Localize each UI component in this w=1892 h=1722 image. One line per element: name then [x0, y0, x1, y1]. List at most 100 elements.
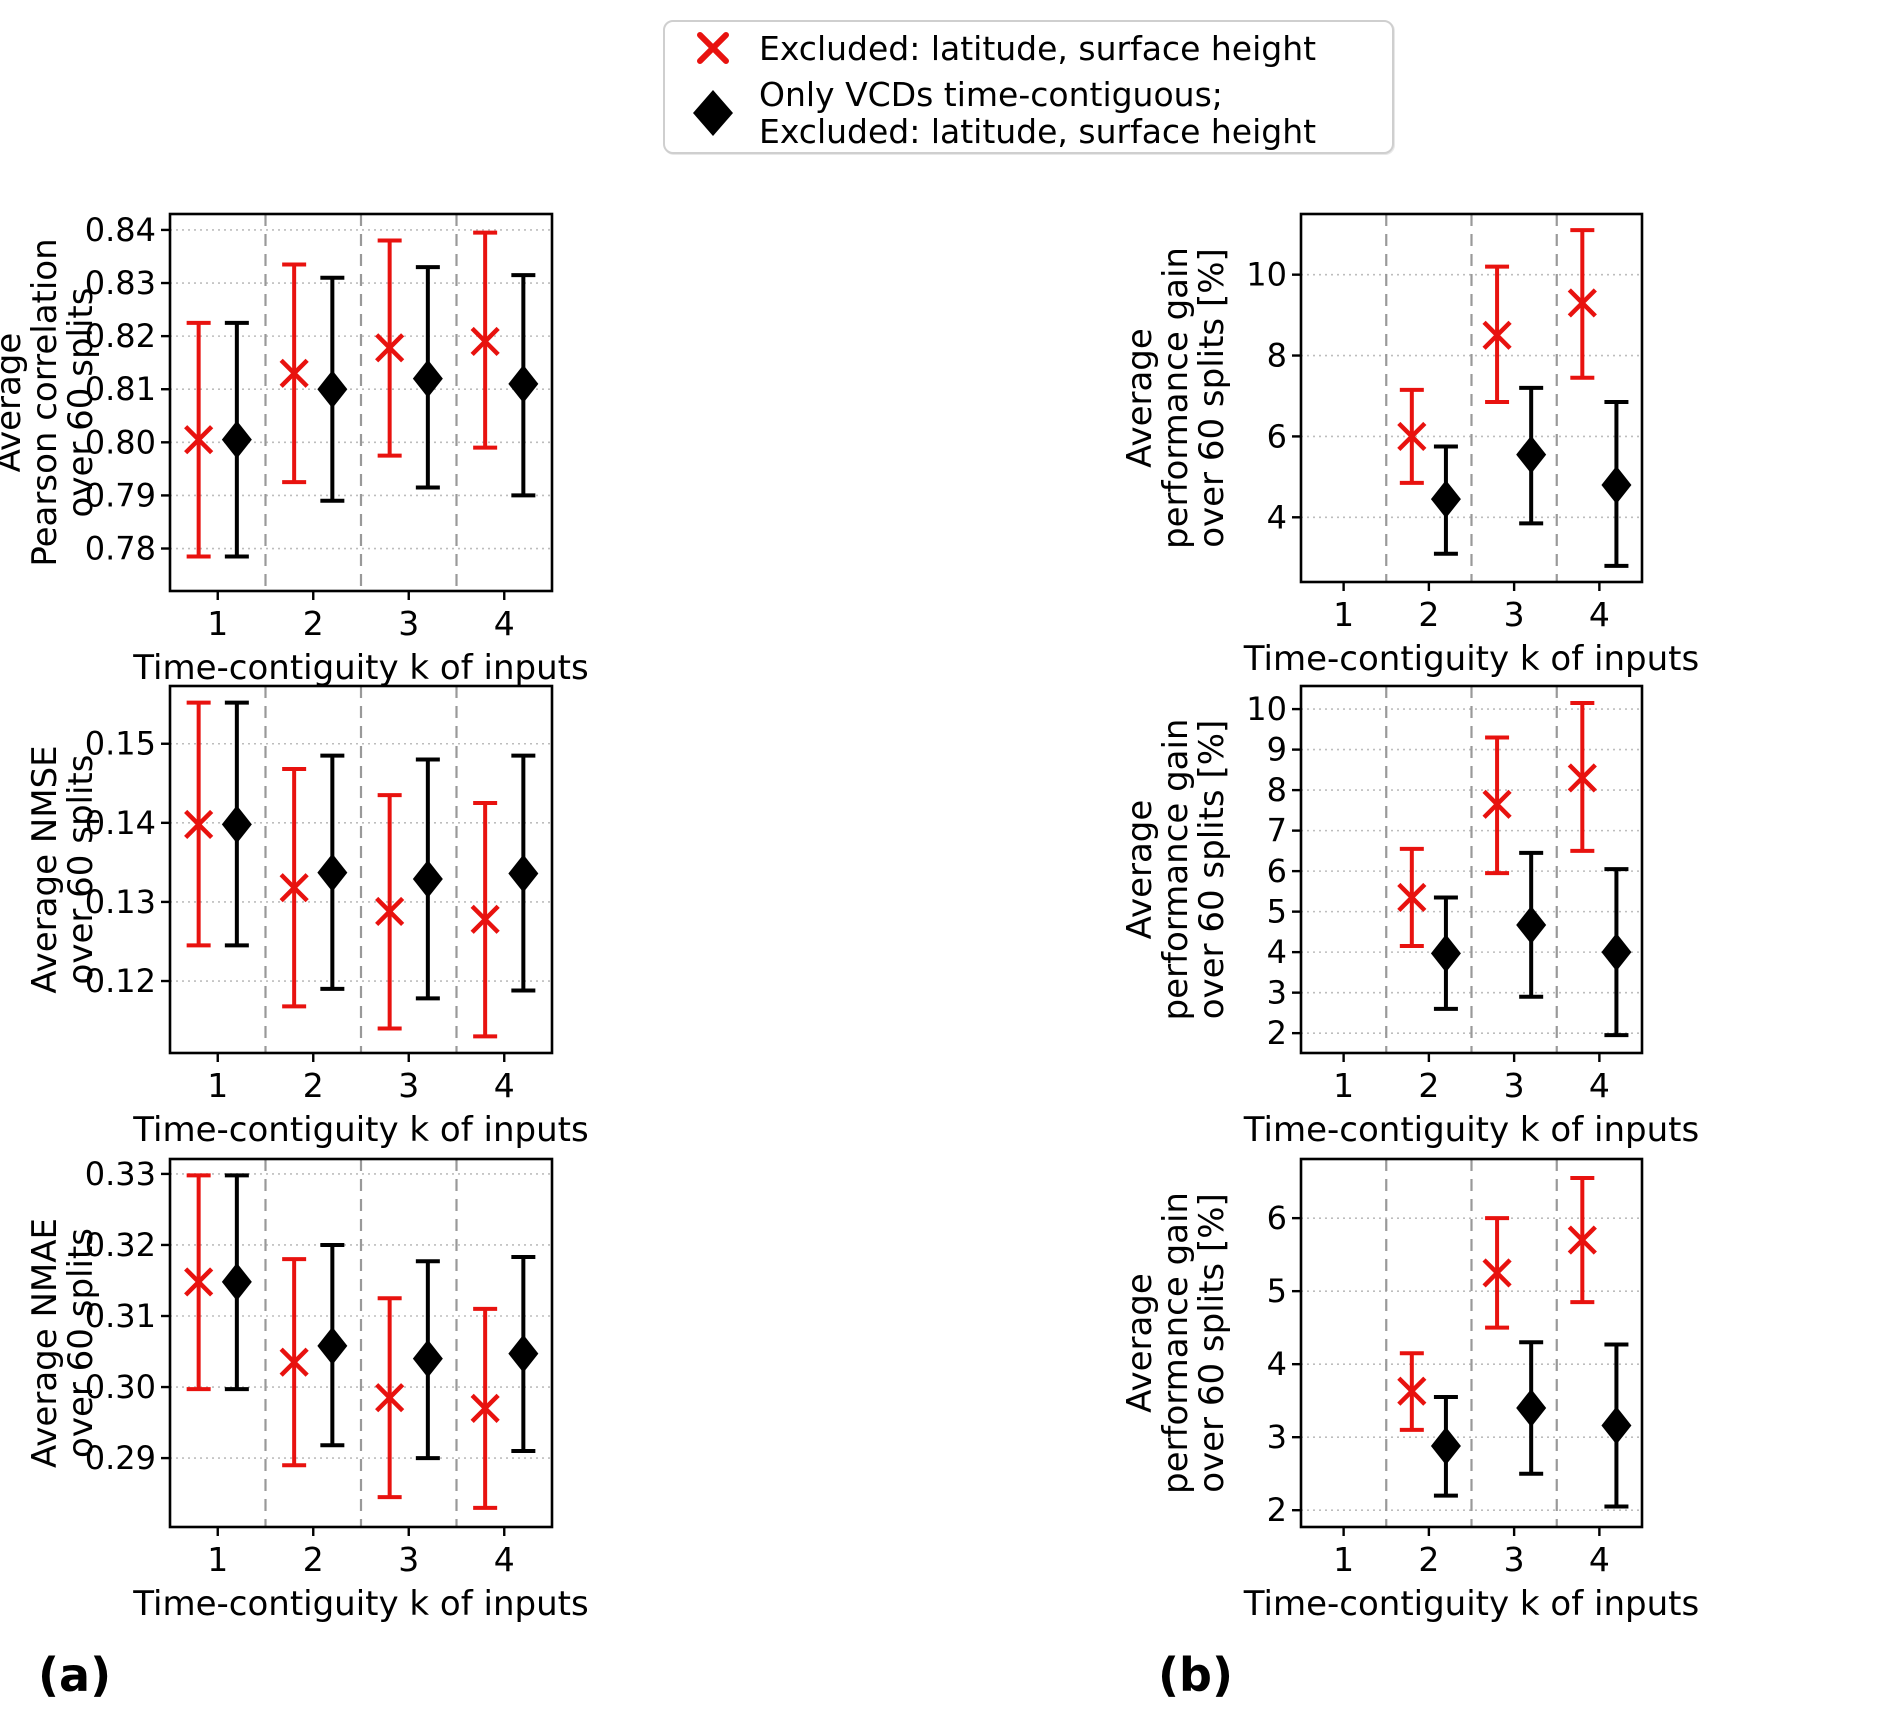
diamond-marker — [317, 1326, 348, 1365]
y-tick-label: 4 — [1267, 1345, 1287, 1383]
y-tick-label: 6 — [1267, 417, 1287, 455]
y-tick-label: 4 — [1267, 933, 1287, 971]
y-axis-label-line: Pearson correlation — [25, 238, 65, 566]
legend-label-line1: Only VCDs time-contiguous; — [759, 75, 1223, 114]
x-tick-label: 1 — [207, 1066, 228, 1105]
diamond-marker — [1516, 1388, 1547, 1427]
y-tick-label: 4 — [1267, 498, 1287, 536]
y-axis-label-line: performance gain — [1156, 1192, 1196, 1494]
y-axis-label-line: over 60 splits [%] — [1192, 248, 1232, 548]
diamond-marker — [1601, 1406, 1632, 1445]
diamond-marker — [508, 1334, 539, 1373]
y-tick-label: 0.82 — [85, 317, 156, 355]
series-red-x — [184, 700, 500, 1039]
y-axis-label-line: over 60 splits [%] — [1192, 720, 1232, 1020]
x-marker — [1397, 1376, 1427, 1406]
axes-box — [1299, 684, 1644, 1055]
y-tick-label: 5 — [1267, 1272, 1287, 1310]
y-tick-label: 0.84 — [85, 211, 156, 249]
x-marker — [470, 326, 500, 357]
diamond-marker — [221, 420, 252, 459]
y-tick-label: 0.30 — [85, 1368, 156, 1406]
x-marker — [279, 873, 309, 903]
x-axis-label: Time-contiguity k of inputs — [1243, 1110, 1699, 1150]
y-axis-label-line: Average NMAE — [25, 1218, 65, 1468]
black-diamond-marker-icon — [689, 89, 737, 137]
diamond-marker — [1430, 480, 1461, 519]
axes-box — [1299, 1157, 1644, 1529]
y-tick-label: 0.81 — [85, 370, 156, 408]
series-black-diamond — [221, 1173, 539, 1461]
diamond-marker — [1601, 465, 1632, 504]
x-tick-label: 3 — [398, 1540, 419, 1579]
x-tick-label: 1 — [1333, 595, 1354, 634]
y-axis-label-line: Average — [1120, 1273, 1160, 1413]
x-tick-label: 2 — [1418, 1066, 1439, 1105]
x-marker — [375, 333, 405, 363]
y-tick-label: 6 — [1267, 1199, 1287, 1237]
diamond-marker — [1516, 905, 1547, 944]
y-axis-label-line: performance gain — [1156, 247, 1196, 549]
y-tick-label: 0.33 — [85, 1155, 156, 1193]
series-red-x — [1397, 228, 1597, 485]
x-marker — [1567, 763, 1597, 793]
x-marker — [470, 1393, 500, 1423]
x-tick-label: 3 — [1504, 595, 1525, 634]
x-tick-label: 3 — [398, 604, 419, 643]
y-axis-label-line: over 60 splits — [61, 288, 101, 518]
x-marker — [1482, 320, 1512, 350]
x-tick-label: 4 — [1589, 1066, 1610, 1105]
x-tick-label: 4 — [494, 604, 515, 643]
x-marker — [1567, 288, 1597, 318]
y-axis-label-line: over 60 splits [%] — [1192, 1193, 1232, 1493]
y-axis-label-line: over 60 splits — [61, 1228, 101, 1458]
diamond-marker — [412, 1339, 443, 1378]
x-tick-label: 1 — [207, 604, 228, 643]
subfigure-label-a: (a) — [38, 1648, 112, 1702]
series-black-diamond — [1430, 385, 1632, 568]
series-red-x — [1397, 1175, 1597, 1432]
diamond-marker — [508, 364, 539, 403]
x-tick-label: 1 — [1333, 1066, 1354, 1105]
diamond-marker — [508, 854, 539, 893]
legend-label: Only VCDs time-contiguous; Excluded: lat… — [759, 76, 1316, 150]
y-tick-label: 5 — [1267, 893, 1287, 931]
diamond-marker — [221, 805, 252, 844]
y-tick-label: 0.12 — [85, 962, 156, 1000]
x-tick-label: 4 — [1589, 1540, 1610, 1579]
y-axis-label-line: Average NMSE — [25, 745, 65, 993]
chart-avg-nmse: 0.12 0.13 0.14 0.15 1 2 3 4 Time-contiguity k of… — [25, 684, 589, 1150]
x-axis-label: Time-contiguity k of inputs — [1243, 639, 1699, 679]
series-black-diamond — [221, 700, 539, 1001]
x-marker — [184, 425, 214, 455]
y-tick-label: 2 — [1267, 1491, 1287, 1529]
x-marker — [375, 896, 405, 927]
x-marker — [184, 809, 214, 840]
series-black-diamond — [1430, 1340, 1632, 1509]
diamond-marker — [412, 359, 443, 398]
axes-box — [168, 684, 554, 1055]
diamond-marker — [317, 370, 348, 409]
series-red-x — [1397, 701, 1597, 949]
series-black-diamond — [1430, 850, 1632, 1038]
x-marker — [1482, 789, 1512, 819]
y-tick-label: 3 — [1267, 1418, 1287, 1456]
y-axis-label-line: Average — [1120, 328, 1160, 468]
x-tick-label: 3 — [1504, 1066, 1525, 1105]
x-tick-label: 4 — [1589, 595, 1610, 634]
legend-box: Excluded: latitude, surface height Only … — [663, 20, 1394, 154]
series-black-diamond — [221, 265, 539, 559]
y-tick-label: 3 — [1267, 974, 1287, 1012]
diamond-marker — [412, 859, 443, 898]
diamond-marker — [317, 853, 348, 892]
legend-entry-red-x: Excluded: latitude, surface height — [689, 24, 1372, 72]
subfigure-label-b: (b) — [1158, 1648, 1233, 1702]
y-tick-label: 8 — [1267, 771, 1287, 809]
series-red-x — [184, 1173, 500, 1510]
legend-label: Excluded: latitude, surface height — [759, 28, 1317, 68]
y-tick-label: 0.15 — [85, 725, 156, 763]
y-tick-label: 0.14 — [85, 804, 156, 842]
